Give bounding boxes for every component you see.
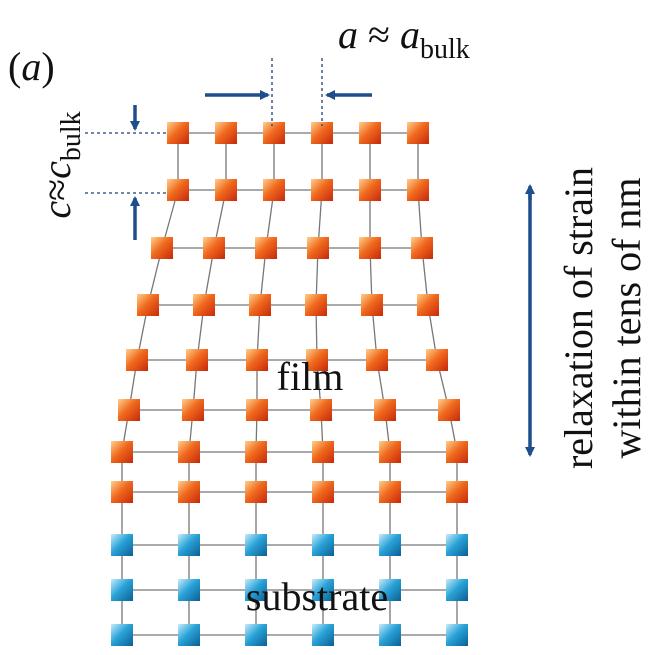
atom bbox=[359, 179, 381, 201]
atom bbox=[407, 179, 429, 201]
atom bbox=[255, 237, 277, 259]
atom bbox=[311, 179, 333, 201]
atom bbox=[111, 534, 133, 556]
atom bbox=[312, 441, 334, 463]
atom bbox=[246, 399, 268, 421]
atom bbox=[182, 399, 204, 421]
atom bbox=[193, 294, 215, 316]
atom bbox=[245, 534, 267, 556]
atom bbox=[178, 534, 200, 556]
atom bbox=[307, 237, 329, 259]
atom bbox=[186, 349, 208, 371]
atom bbox=[411, 237, 433, 259]
atom bbox=[203, 237, 225, 259]
region-label: film bbox=[277, 354, 344, 399]
atom bbox=[417, 294, 439, 316]
atom bbox=[245, 624, 267, 646]
atom bbox=[178, 579, 200, 601]
diagram: film substrate (a) a ≈ abulk c≈cbulk rela… bbox=[0, 0, 663, 655]
atom bbox=[246, 349, 268, 371]
atom bbox=[151, 237, 173, 259]
atom bbox=[310, 399, 332, 421]
atom bbox=[312, 481, 334, 503]
atom bbox=[111, 579, 133, 601]
atom bbox=[312, 624, 334, 646]
atom bbox=[446, 534, 468, 556]
atom bbox=[245, 441, 267, 463]
atom bbox=[178, 624, 200, 646]
out-of-plane-label: c≈cbulk bbox=[34, 111, 87, 218]
atom bbox=[438, 399, 460, 421]
atom bbox=[379, 624, 401, 646]
side-note-line: relaxation of strain bbox=[556, 167, 601, 469]
atom bbox=[366, 349, 388, 371]
atom bbox=[359, 237, 381, 259]
atom bbox=[407, 122, 429, 144]
atom bbox=[379, 534, 401, 556]
atom bbox=[305, 294, 327, 316]
in-plane-label: a ≈ abulk bbox=[338, 12, 470, 65]
atom bbox=[215, 122, 237, 144]
atom bbox=[446, 579, 468, 601]
lattice: film substrate bbox=[111, 122, 468, 646]
atom bbox=[446, 441, 468, 463]
atom bbox=[178, 481, 200, 503]
atom bbox=[361, 294, 383, 316]
atom bbox=[215, 179, 237, 201]
atom bbox=[263, 122, 285, 144]
atom bbox=[126, 349, 148, 371]
atom bbox=[379, 481, 401, 503]
atom bbox=[374, 399, 396, 421]
side-note-line: within tens of nm bbox=[604, 177, 649, 458]
atom bbox=[245, 481, 267, 503]
atom bbox=[446, 481, 468, 503]
atom bbox=[167, 122, 189, 144]
atom bbox=[379, 441, 401, 463]
atom bbox=[111, 481, 133, 503]
atom bbox=[249, 294, 271, 316]
atom bbox=[118, 399, 140, 421]
atom bbox=[312, 534, 334, 556]
atom bbox=[111, 624, 133, 646]
panel-label: (a) bbox=[8, 44, 55, 89]
atom bbox=[263, 179, 285, 201]
atom bbox=[426, 349, 448, 371]
atom bbox=[359, 122, 381, 144]
atom bbox=[137, 294, 159, 316]
region-label: substrate bbox=[246, 574, 388, 619]
atom bbox=[111, 441, 133, 463]
atom bbox=[167, 179, 189, 201]
atom bbox=[178, 441, 200, 463]
atom bbox=[446, 624, 468, 646]
